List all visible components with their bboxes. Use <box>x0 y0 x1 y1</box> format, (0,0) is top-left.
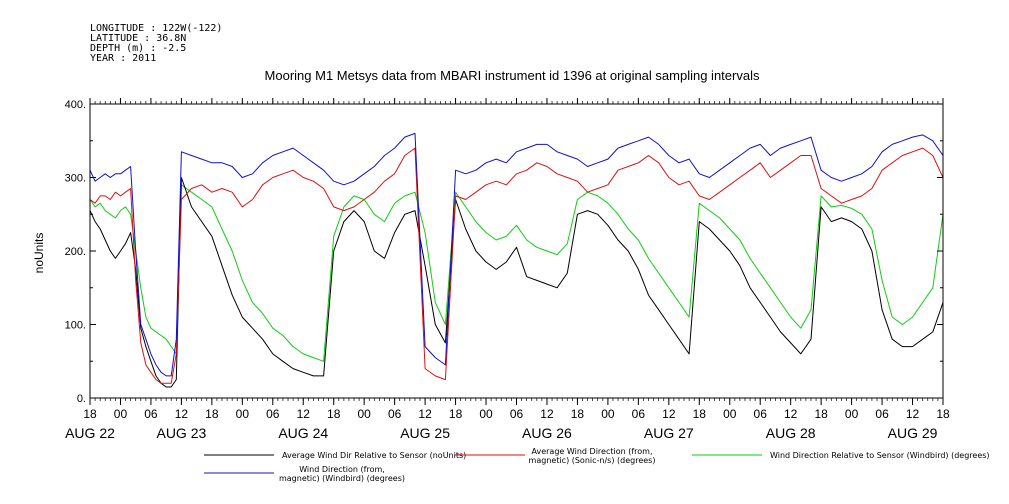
y-tick-label: 300. <box>65 173 86 185</box>
x-tick-label: 00 <box>357 407 371 421</box>
x-tick-label: 06 <box>388 407 402 421</box>
x-tick-label: 18 <box>693 407 707 421</box>
series-line <box>89 177 944 388</box>
x-tick-label: 12 <box>906 407 920 421</box>
x-tick-label: 12 <box>418 407 432 421</box>
series-line <box>89 147 944 384</box>
x-tick-label: 18 <box>205 407 219 421</box>
header-line: LONGITUDE : 122W(-122) <box>90 23 222 34</box>
x-tick-label: 00 <box>601 407 615 421</box>
header-block: LONGITUDE : 122W(-122) LATITUDE : 36.8N … <box>90 23 222 64</box>
series-layer <box>89 132 944 388</box>
header-line: YEAR : 2011 <box>90 53 156 64</box>
x-tick-label: 18 <box>327 407 341 421</box>
legend-label: Average Wind Direction (from, magnetic) (… <box>529 447 656 465</box>
x-tick-label: 18 <box>571 407 585 421</box>
y-axis-label: noUnits <box>32 233 46 274</box>
x-tick-label: 18 <box>83 407 97 421</box>
x-date-label: AUG 27 <box>644 425 694 441</box>
legend-label: Average Wind Dir Relative to Sensor (noU… <box>282 451 466 460</box>
y-tick-label: 400. <box>65 99 86 111</box>
x-tick-label: 18 <box>814 407 828 421</box>
plot-frame <box>89 103 944 399</box>
x-tick-label: 06 <box>875 407 889 421</box>
x-tick-label: 00 <box>114 407 128 421</box>
x-tick-label: 00 <box>236 407 250 421</box>
x-date-label: AUG 25 <box>400 425 450 441</box>
x-tick-label: 18 <box>449 407 463 421</box>
legend-label: Wind Direction Relative to Sensor (Windb… <box>770 451 990 460</box>
y-tick-label: 0. <box>77 393 86 405</box>
x-tick-label: 06 <box>632 407 646 421</box>
x-tick-label: 06 <box>144 407 158 421</box>
x-tick-label: 18 <box>936 407 950 421</box>
x-tick-label: 00 <box>479 407 493 421</box>
y-tick-label: 200. <box>65 246 86 258</box>
x-tick-label: 06 <box>754 407 768 421</box>
x-tick-label: 06 <box>266 407 280 421</box>
x-tick-label: 00 <box>845 407 859 421</box>
x-date-label: AUG 23 <box>156 425 206 441</box>
header-line: LATITUDE : 36.8N <box>90 33 186 44</box>
x-date-label: AUG 29 <box>888 425 938 441</box>
x-date-label: AUG 28 <box>766 425 816 441</box>
chart-title: Mooring M1 Metsys data from MBARI instru… <box>265 68 760 83</box>
x-tick-label: 12 <box>662 407 676 421</box>
axis-layer: 0. 100. 200. 300. 400. 18 00 06 12 18 00 06 12 18 00 06… <box>65 98 950 441</box>
x-date-label: AUG 22 <box>65 425 115 441</box>
x-tick-label: 00 <box>723 407 737 421</box>
x-tick-label: 12 <box>297 407 311 421</box>
x-tick-label: 12 <box>540 407 554 421</box>
series-line <box>89 132 944 377</box>
x-date-label: AUG 26 <box>522 425 572 441</box>
x-tick-label: 12 <box>784 407 798 421</box>
header-line: DEPTH (m) : -2.5 <box>90 43 186 54</box>
x-tick-label: 12 <box>175 407 189 421</box>
y-tick-label: 100. <box>65 320 86 332</box>
legend: Average Wind Dir Relative to Sensor (noU… <box>204 447 990 483</box>
x-tick-label: 06 <box>510 407 524 421</box>
legend-label: Wind Direction (from, magnetic) (Windbird… <box>279 465 405 483</box>
x-date-label: AUG 24 <box>278 425 328 441</box>
series-line <box>89 184 944 362</box>
